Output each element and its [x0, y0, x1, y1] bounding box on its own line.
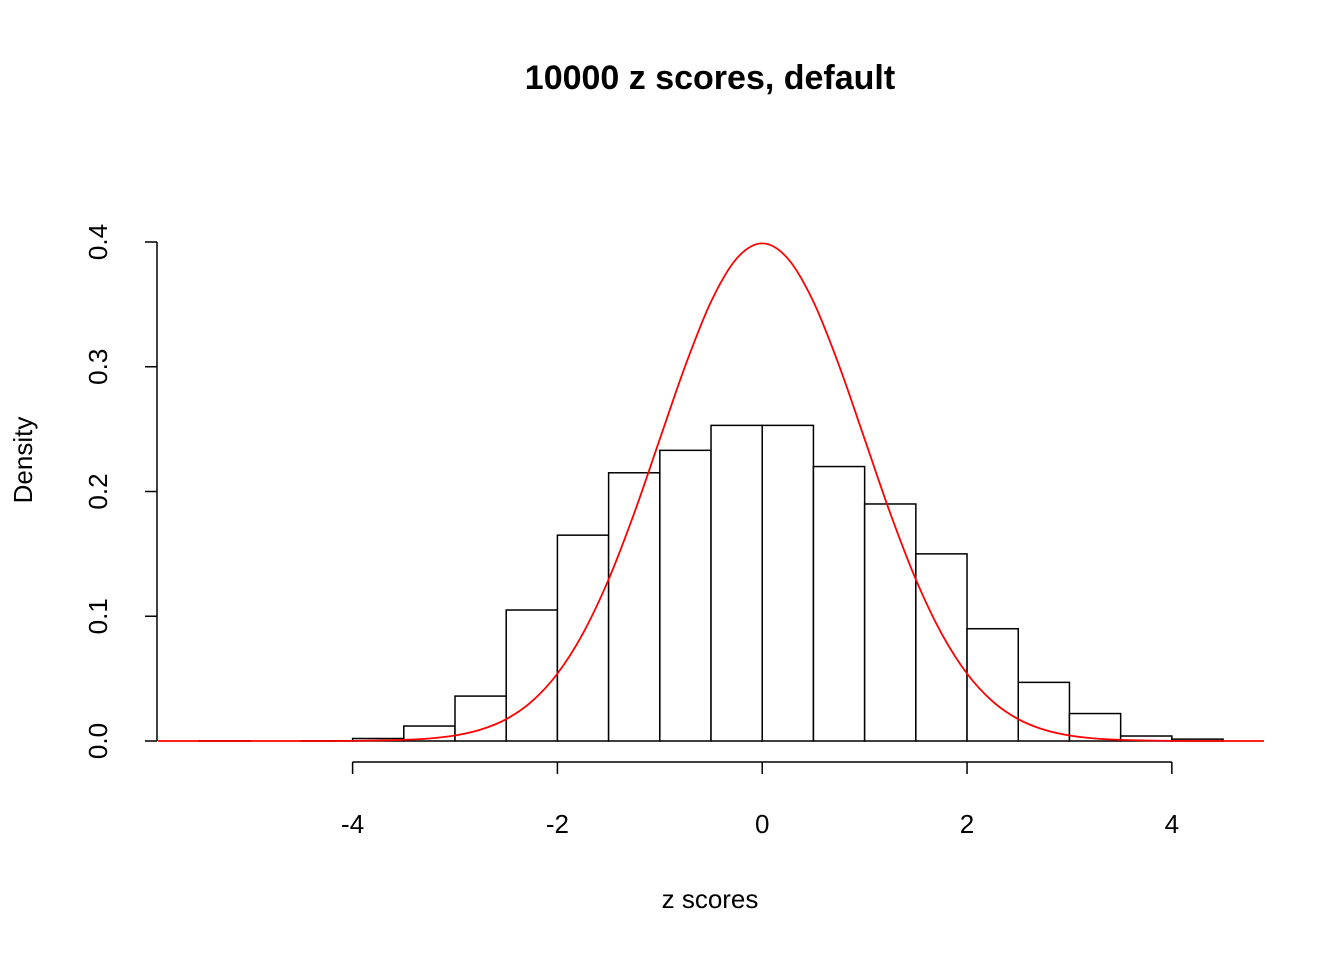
- histogram-bar: [865, 504, 916, 741]
- y-tick-label: 0.2: [83, 473, 113, 509]
- histogram-bar: [916, 554, 967, 741]
- x-tick-label: 0: [755, 809, 769, 839]
- y-tick-label: 0.3: [83, 349, 113, 385]
- x-tick-label: 4: [1165, 809, 1179, 839]
- x-tick-label: 2: [960, 809, 974, 839]
- histogram-bar: [967, 629, 1018, 741]
- histogram-bar: [557, 535, 608, 741]
- x-tick-label: -4: [341, 809, 364, 839]
- histogram-bar: [506, 610, 557, 741]
- y-axis-label: Density: [8, 417, 38, 504]
- histogram-bar: [813, 467, 864, 741]
- chart-title: 10000 z scores, default: [525, 59, 895, 97]
- y-tick-label: 0.0: [83, 723, 113, 759]
- x-tick-label: -2: [546, 809, 569, 839]
- y-tick-label: 0.4: [83, 224, 113, 260]
- x-axis-label: z scores: [662, 884, 759, 914]
- histogram-bar: [660, 450, 711, 741]
- histogram-bar: [1018, 682, 1069, 741]
- y-tick-label: 0.1: [83, 598, 113, 634]
- histogram-bar: [711, 425, 762, 741]
- histogram-bar: [762, 425, 813, 741]
